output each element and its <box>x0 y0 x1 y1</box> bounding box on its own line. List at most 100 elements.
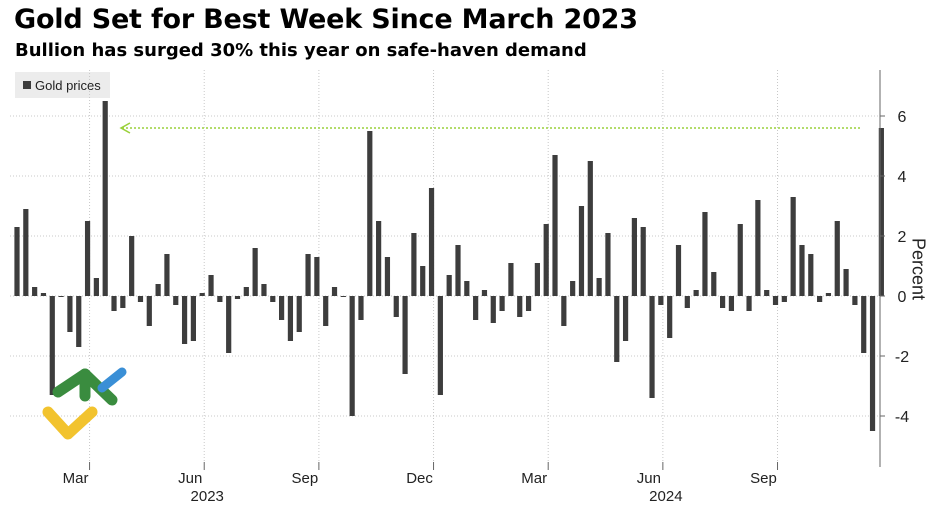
logo-yellow-chevron <box>42 406 98 440</box>
bar <box>605 233 611 296</box>
bar <box>534 263 540 296</box>
bar <box>737 224 743 296</box>
bar <box>111 296 117 311</box>
bar <box>525 296 532 311</box>
bar <box>640 227 646 296</box>
bar <box>667 296 673 338</box>
bar <box>146 296 152 326</box>
bar <box>631 218 637 296</box>
y-tick-label: 2 <box>898 229 907 246</box>
x-tick-label: Mar <box>63 470 89 487</box>
bar <box>799 245 805 296</box>
bar <box>578 206 585 296</box>
bar <box>852 296 858 305</box>
bar <box>164 254 170 296</box>
x-tick-label: Mar <box>521 470 547 487</box>
legend-swatch <box>23 81 31 89</box>
y-tick-label: -4 <box>895 409 909 426</box>
bar <box>252 248 258 296</box>
bar <box>32 287 38 296</box>
brand-logo-icon <box>42 367 127 440</box>
y-tick-label: 6 <box>898 109 907 126</box>
bar <box>843 269 849 296</box>
bar <box>67 296 73 332</box>
x-year-label: 2024 <box>649 488 682 505</box>
bar <box>481 290 488 296</box>
bar <box>102 101 108 296</box>
logo-blue-stroke <box>97 367 127 393</box>
bar <box>296 296 302 332</box>
bar <box>755 200 761 296</box>
bar <box>411 233 417 296</box>
bar <box>622 296 629 341</box>
bar <box>684 296 690 308</box>
bar <box>693 290 699 296</box>
bar <box>76 296 82 347</box>
bar <box>711 272 717 296</box>
bar <box>23 209 29 296</box>
x-tick-label: Jun <box>178 470 202 487</box>
bar <box>825 293 832 296</box>
x-tick-label: Jun <box>637 470 661 487</box>
bar <box>420 266 426 296</box>
bar <box>287 296 294 341</box>
bar <box>314 257 320 296</box>
y-tick-label: -2 <box>895 349 909 366</box>
bar <box>517 296 523 317</box>
x-tick-label: Sep <box>292 470 319 487</box>
bar <box>261 284 267 296</box>
bar <box>781 296 787 302</box>
bar <box>869 296 876 431</box>
bar <box>14 227 20 296</box>
bar <box>331 287 338 296</box>
bar <box>861 296 867 353</box>
y-tick-label: 4 <box>898 169 907 186</box>
bar <box>270 296 276 302</box>
bar <box>243 287 249 296</box>
bar <box>473 296 479 320</box>
y-tick-label: 0 <box>898 289 907 306</box>
x-year-label: 2023 <box>191 488 224 505</box>
bar <box>808 254 814 296</box>
bar <box>155 284 161 296</box>
chart-legend: Gold prices <box>15 72 110 98</box>
bar <box>393 296 399 317</box>
bar <box>614 296 620 362</box>
bar <box>570 281 576 296</box>
bar <box>490 296 496 323</box>
bar <box>658 296 664 305</box>
bar <box>790 197 796 296</box>
bar <box>508 263 514 296</box>
bar <box>772 296 779 305</box>
bar <box>58 296 64 297</box>
annotation-arrowhead <box>119 122 131 134</box>
bar <box>817 296 823 302</box>
bar <box>499 296 505 311</box>
bar <box>279 296 285 320</box>
bar <box>40 293 47 296</box>
bar <box>720 296 726 308</box>
bar <box>878 128 884 296</box>
bar <box>340 296 346 297</box>
bar <box>764 290 770 296</box>
bar <box>746 296 752 311</box>
bar <box>93 278 99 296</box>
bar <box>834 221 840 296</box>
bar <box>702 212 708 296</box>
bar <box>181 296 188 344</box>
bar <box>437 296 443 395</box>
bar <box>358 296 364 320</box>
chart-subtitle: Bullion has surged 30% this year on safe… <box>15 40 587 61</box>
legend-label: Gold prices <box>35 77 101 93</box>
bar <box>217 296 223 302</box>
bar <box>446 275 452 296</box>
bar <box>402 296 408 374</box>
bar <box>173 296 179 305</box>
bar <box>234 296 241 299</box>
bar <box>552 155 558 296</box>
bar <box>208 275 214 296</box>
chart-title: Gold Set for Best Week Since March 2023 <box>14 4 638 35</box>
bar <box>728 296 735 311</box>
bar <box>84 221 91 296</box>
